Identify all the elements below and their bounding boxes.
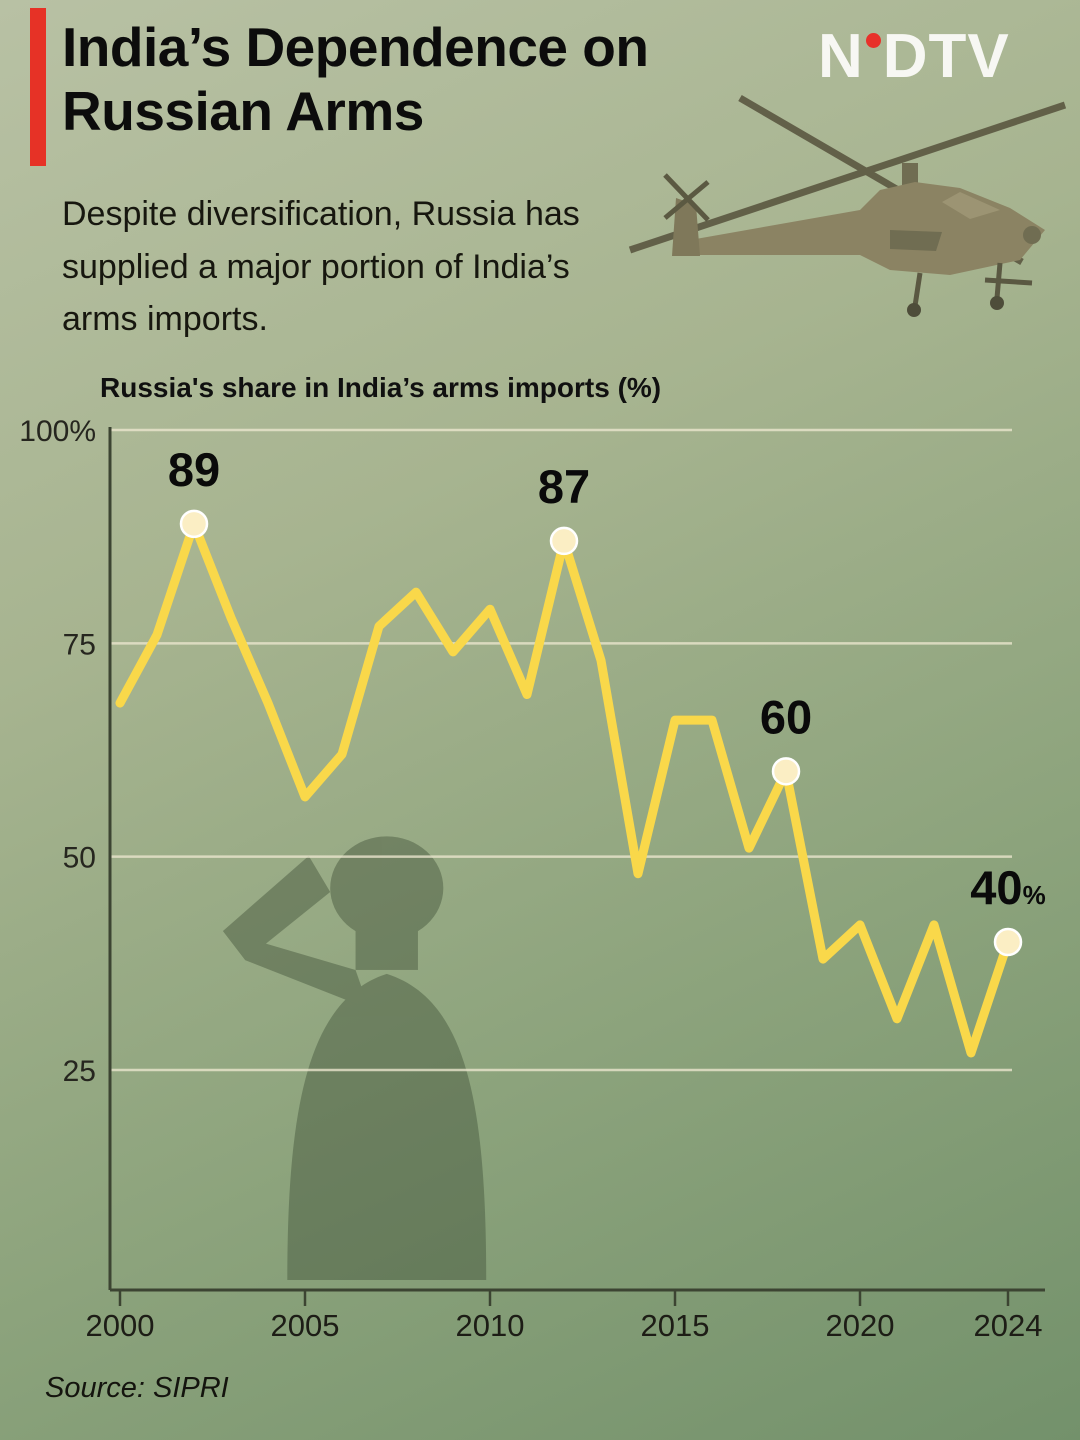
ndtv-logo-dot-icon xyxy=(865,33,881,48)
x-axis-label: 2015 xyxy=(641,1308,710,1343)
ndtv-logo-n: N xyxy=(818,22,864,91)
data-point-label: 60 xyxy=(760,690,812,743)
data-point-label: 40% xyxy=(970,861,1045,914)
page-title-line2: Russian Arms xyxy=(62,79,424,142)
chart-title: Russia's share in India’s arms imports (… xyxy=(100,372,662,403)
data-point-marker xyxy=(771,757,801,786)
helicopter-image xyxy=(628,94,1067,317)
soldier-silhouette-image xyxy=(222,836,487,1280)
page-title-line1: India’s Dependence on xyxy=(62,16,649,78)
data-point-label: 87 xyxy=(538,460,590,513)
y-axis-label: 25 xyxy=(63,1055,96,1088)
y-axis-label: 100% xyxy=(19,415,96,448)
russia-share-line xyxy=(115,519,1013,1058)
x-axis-label: 2010 xyxy=(456,1308,525,1343)
ndtv-logo-dtv: DTV xyxy=(882,22,1010,91)
ndtv-logo: N DTV xyxy=(818,26,1010,88)
data-point-label: 89 xyxy=(168,443,220,496)
data-point-marker xyxy=(549,526,579,556)
y-axis-label: 50 xyxy=(63,842,96,875)
x-axis-label: 2000 xyxy=(86,1308,155,1343)
data-point-marker xyxy=(993,927,1023,957)
page-subtitle: Despite diversification, Russia has supp… xyxy=(62,195,580,339)
arms-imports-line-chart: 100% 75 50 25 2000 2005 2010 2015 2020 2024 89 87 60… xyxy=(19,415,1045,1343)
x-axis-label: 2024 xyxy=(974,1308,1043,1343)
y-axis-label: 75 xyxy=(63,628,96,661)
x-axis-label: 2020 xyxy=(826,1308,895,1343)
page-title: India’s Dependence on Russian Arms xyxy=(62,16,649,144)
title-accent-bar xyxy=(30,8,46,166)
source-credit: Source: SIPRI xyxy=(45,1372,229,1404)
x-axis-label: 2005 xyxy=(271,1308,340,1343)
data-point-marker xyxy=(179,509,209,539)
